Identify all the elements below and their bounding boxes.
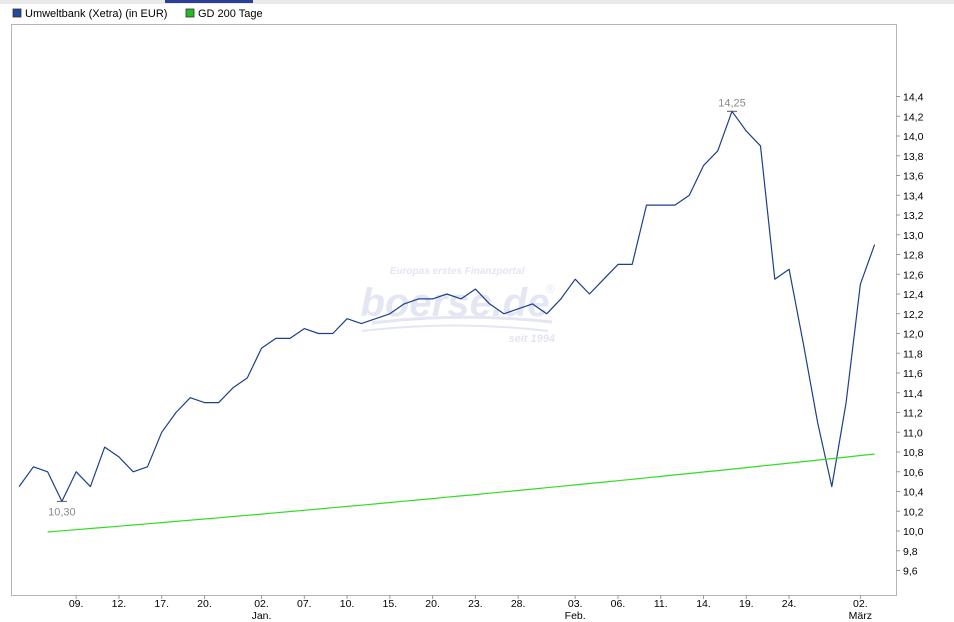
watermark-since: seit 1994 (509, 333, 555, 345)
y-axis: 9,6 9,8 10,0 10,2 10,4 10,6 10,8 11,0 11,2 11,4 11… (896, 92, 924, 578)
x-tick-label: 06. (611, 598, 626, 610)
x-tick-label: 03. (568, 598, 583, 610)
x-tick-label: 17. (154, 598, 169, 610)
x-tick-label: 02. (254, 598, 269, 610)
y-tick-label: 13,4 (903, 190, 924, 202)
watermark-swoosh-icon (371, 315, 553, 325)
watermark-swoosh-lower-icon (361, 324, 549, 332)
plot-area (11, 24, 897, 596)
watermark: Europas erstes Finanzportal boerse.de se… (361, 266, 555, 345)
y-tick-label: 10,2 (903, 506, 924, 518)
x-tick-label: 02. (853, 598, 868, 610)
annotation-label: 14,25 (718, 97, 746, 109)
y-tick-label: 10,6 (903, 467, 924, 479)
x-month-label: Feb. (565, 610, 586, 622)
x-tick-label: 07. (297, 598, 312, 610)
y-tick-label: 11,4 (903, 388, 923, 400)
watermark-registered-icon: ® (546, 282, 555, 296)
y-tick-label: 11,8 (903, 348, 923, 360)
x-tick-label: 28. (511, 598, 526, 610)
x-axis: 09. 12. 17. 20. 02.Jan.07. 10. 15. 20. 23. 28. 03.… (69, 595, 872, 622)
y-tick-label: 11,2 (903, 408, 923, 420)
legend-label-gd200: GD 200 Tage (198, 8, 263, 20)
y-tick-label: 11,6 (903, 368, 923, 380)
x-tick-label: 19. (739, 598, 754, 610)
legend-swatch-gd200 (185, 8, 195, 18)
legend-swatch-price (12, 8, 22, 18)
y-tick-label: 13,2 (903, 210, 924, 222)
x-tick-label: 15. (383, 598, 398, 610)
y-tick-label: 14,4 (903, 92, 924, 104)
legend-item-price[interactable]: Umweltbank (Xetra) (in EUR) (12, 8, 167, 20)
y-tick-label: 13,0 (903, 230, 924, 242)
y-tick-label: 11,0 (903, 427, 923, 439)
y-tick-label: 10,8 (903, 447, 924, 459)
active-tab-indicator (165, 0, 253, 3)
y-tick-label: 12,0 (903, 329, 924, 341)
y-tick-label: 12,2 (903, 309, 924, 321)
x-tick-label: 11. (654, 598, 668, 610)
y-tick-label: 14,2 (903, 111, 924, 123)
y-tick-label: 13,8 (903, 151, 924, 163)
y-tick-label: 14,0 (903, 131, 924, 143)
x-tick-label: 10. (340, 598, 355, 610)
y-tick-label: 10,0 (903, 526, 924, 538)
top-strip (0, 0, 954, 4)
watermark-tagline: Europas erstes Finanzportal (390, 266, 525, 277)
x-tick-label: 20. (425, 598, 440, 610)
legend-item-gd200[interactable]: GD 200 Tage (185, 8, 263, 20)
x-tick-label: 24. (782, 598, 797, 610)
legend-label-price: Umweltbank (Xetra) (in EUR) (25, 8, 167, 20)
x-tick-label: 14. (696, 598, 711, 610)
annotation-label: 10,30 (48, 506, 76, 518)
annotations: 14,25 10,30 (48, 97, 746, 518)
x-tick-label: 23. (468, 598, 483, 610)
y-tick-label: 10,4 (903, 487, 924, 499)
y-tick-label: 9,8 (903, 546, 918, 558)
y-tick-label: 13,6 (903, 171, 924, 183)
x-month-label: März (849, 610, 872, 622)
y-tick-label: 12,4 (903, 289, 924, 301)
x-month-label: Jan. (252, 610, 272, 622)
y-tick-label: 12,8 (903, 250, 924, 262)
x-tick-label: 09. (69, 598, 84, 610)
x-tick-label: 12. (112, 598, 127, 610)
series-line-gd200 (47, 453, 875, 533)
legend: Umweltbank (Xetra) (in EUR) GD 200 Tage (12, 8, 263, 20)
y-tick-label: 9,6 (903, 566, 918, 578)
x-tick-label: 20. (197, 598, 212, 610)
y-tick-label: 12,6 (903, 269, 924, 281)
